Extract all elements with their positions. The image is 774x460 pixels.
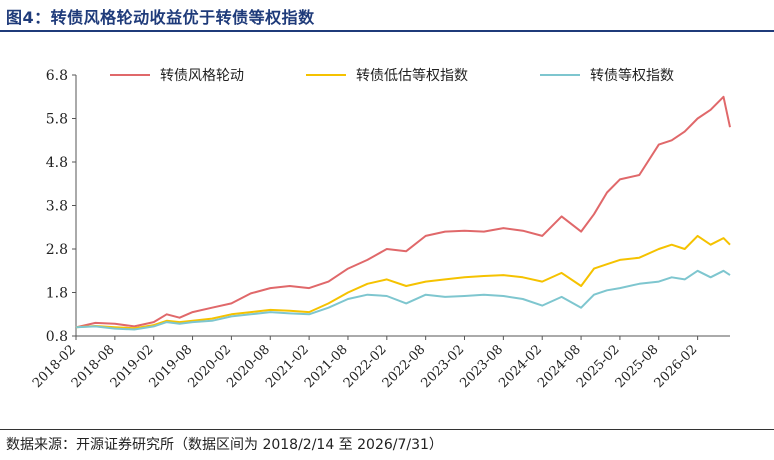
series-line-2 [75, 234, 731, 330]
y-tick-label: 2.8 [46, 242, 68, 258]
legend-label-1: 转债风格轮动 [160, 68, 244, 84]
title-rule [0, 30, 774, 32]
x-axis: 2018-022018-082019-022019-082020-022020-… [30, 335, 730, 391]
line-chart: 转债风格轮动 转债低估等权指数 转债等权指数 0.8 1.8 2.8 3.8 4.8 5.8 6… [30, 67, 731, 391]
source-note: 数据来源：开源证券研究所（数据区间为 2018/2/14 至 2026/7/31… [6, 437, 443, 453]
y-tick-label: 1.8 [46, 286, 68, 302]
y-tick-label: 6.8 [46, 68, 68, 84]
legend-label-3: 转债等权指数 [590, 67, 674, 84]
y-tick-label: 0.8 [46, 329, 68, 345]
figure-title: 图4：转债风格轮动收益优于转债等权指数 [6, 8, 315, 27]
y-tick-label: 4.8 [46, 155, 68, 171]
y-tick-label: 3.8 [46, 199, 68, 215]
legend-label-2: 转债低估等权指数 [356, 67, 468, 84]
footer-rule [0, 429, 774, 430]
x-tick-label: 2026-02 [652, 342, 701, 391]
series-line-1 [75, 95, 731, 329]
plot-area [75, 95, 731, 331]
y-tick-label: 5.8 [46, 112, 68, 128]
series-line-3 [75, 269, 731, 331]
chart-legend: 转债风格轮动 转债低估等权指数 转债等权指数 [110, 67, 674, 84]
y-axis: 0.8 1.8 2.8 3.8 4.8 5.8 6.8 [46, 68, 77, 345]
